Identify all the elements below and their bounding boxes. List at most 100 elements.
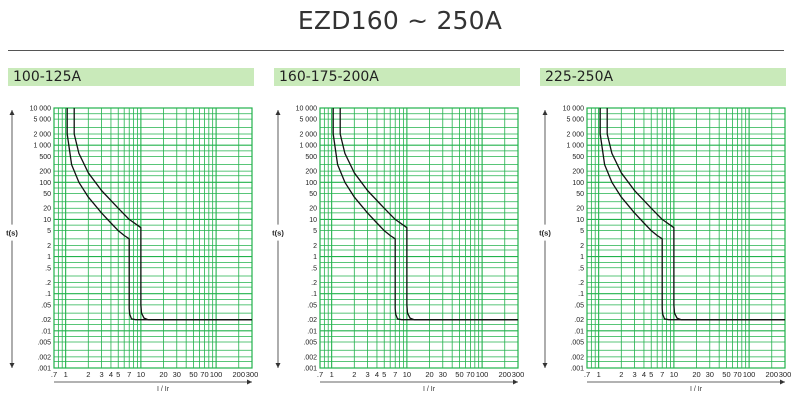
x-tick-label: 1 xyxy=(597,370,601,379)
panel-header-225-250a: 225-250A xyxy=(540,68,786,86)
y-tick-label: .001 xyxy=(570,366,584,373)
y-tick-label: 100 xyxy=(572,180,584,187)
curve-lower-bound xyxy=(599,108,785,321)
x-tick-label: 100 xyxy=(476,370,489,379)
y-tick-label: 500 xyxy=(572,154,584,161)
x-tick-label: 50 xyxy=(455,370,463,379)
x-tick-label: 70 xyxy=(733,370,741,379)
x-tick-label: 100 xyxy=(743,370,756,379)
x-axis-arrowhead xyxy=(513,379,518,385)
y-tick-label: .01 xyxy=(41,328,51,335)
y-axis-arrowhead-bottom xyxy=(542,363,548,368)
x-axis-arrowhead xyxy=(247,379,252,385)
y-tick-label: 100 xyxy=(305,180,317,187)
x-tick-label: 2 xyxy=(619,370,623,379)
x-tick-label: 300 xyxy=(779,370,792,379)
x-tick-label: 3 xyxy=(365,370,369,379)
y-tick-label: 1 000 xyxy=(299,143,317,150)
y-tick-label: .5 xyxy=(311,265,317,272)
y-tick-label: .05 xyxy=(307,302,317,309)
y-tick-label: .5 xyxy=(45,265,51,272)
x-tick-label: 200 xyxy=(765,370,778,379)
x-axis-label: I / Ir xyxy=(157,386,170,393)
y-axis-arrowhead-bottom xyxy=(9,363,15,368)
y-tick-label: .1 xyxy=(45,291,51,298)
y-tick-label: 1 000 xyxy=(566,143,584,150)
x-tick-label: 5 xyxy=(116,370,120,379)
y-tick-label: 5 000 xyxy=(33,117,51,124)
x-tick-label: 7 xyxy=(127,370,131,379)
x-tick-label: 1 xyxy=(64,370,68,379)
y-axis-arrowhead-top xyxy=(9,110,15,115)
y-label-bg xyxy=(5,224,19,241)
y-tick-label: 500 xyxy=(39,154,51,161)
x-tick-label: 20 xyxy=(692,370,700,379)
y-tick-label: 10 000 xyxy=(563,106,585,113)
x-tick-label: 30 xyxy=(439,370,447,379)
x-tick-label: 70 xyxy=(466,370,474,379)
x-tick-label: .7 xyxy=(51,370,57,379)
y-tick-label: 200 xyxy=(305,169,317,176)
y-tick-label: .1 xyxy=(311,291,317,298)
panel-header-100-125a: 100-125A xyxy=(8,68,254,86)
y-tick-label: 2 000 xyxy=(299,131,317,138)
y-tick-label: 2 xyxy=(313,243,317,250)
y-tick-label: .002 xyxy=(303,354,317,361)
y-tick-label: .001 xyxy=(303,366,317,373)
y-tick-label: 1 xyxy=(313,254,317,261)
plot-area xyxy=(586,107,786,369)
page-title: EZD160 ~ 250A xyxy=(297,6,503,35)
plot-area xyxy=(319,107,519,369)
x-tick-label: 300 xyxy=(246,370,259,379)
y-tick-label: 1 xyxy=(580,254,584,261)
y-tick-label: 1 xyxy=(47,254,51,261)
y-tick-label: 5 xyxy=(313,228,317,235)
x-tick-label: 4 xyxy=(642,370,646,379)
y-tick-label: 20 xyxy=(43,206,51,213)
y-axis-arrowhead-top xyxy=(275,110,281,115)
x-axis-label: I / Ir xyxy=(423,386,436,393)
y-tick-label: .2 xyxy=(578,280,584,287)
y-tick-label: 50 xyxy=(43,191,51,198)
y-tick-label: .2 xyxy=(311,280,317,287)
y-tick-label: 100 xyxy=(39,180,51,187)
y-axis-arrowhead-top xyxy=(542,110,548,115)
y-tick-label: 20 xyxy=(576,206,584,213)
y-axis-label: t(s) xyxy=(272,229,284,238)
y-tick-label: .01 xyxy=(307,328,317,335)
y-tick-label: .5 xyxy=(578,265,584,272)
y-tick-label: 2 xyxy=(47,243,51,250)
x-tick-label: 10 xyxy=(137,370,145,379)
y-tick-label: .05 xyxy=(41,302,51,309)
x-tick-label: 5 xyxy=(649,370,653,379)
x-tick-label: 4 xyxy=(109,370,113,379)
x-tick-label: 7 xyxy=(393,370,397,379)
curve-lower-bound xyxy=(332,108,518,321)
x-tick-label: 100 xyxy=(210,370,223,379)
x-tick-label: 70 xyxy=(200,370,208,379)
y-tick-label: 5 000 xyxy=(566,117,584,124)
x-tick-label: 200 xyxy=(232,370,245,379)
y-tick-label: 10 xyxy=(309,217,317,224)
curve-lower-bound xyxy=(66,108,252,321)
y-tick-label: .1 xyxy=(578,291,584,298)
x-tick-label: .7 xyxy=(317,370,323,379)
x-tick-label: 300 xyxy=(512,370,525,379)
y-tick-label: 2 000 xyxy=(33,131,51,138)
x-tick-label: 30 xyxy=(173,370,181,379)
y-tick-label: .02 xyxy=(574,317,584,324)
y-tick-label: 10 000 xyxy=(296,106,318,113)
y-tick-label: 2 xyxy=(580,243,584,250)
y-axis-label: t(s) xyxy=(6,229,18,238)
x-tick-label: .7 xyxy=(584,370,590,379)
y-tick-label: 5 xyxy=(47,228,51,235)
y-tick-label: 5 000 xyxy=(299,117,317,124)
x-tick-label: 2 xyxy=(86,370,90,379)
x-tick-label: 3 xyxy=(632,370,636,379)
y-tick-label: 10 xyxy=(576,217,584,224)
y-tick-label: .001 xyxy=(37,366,51,373)
x-tick-label: 2 xyxy=(352,370,356,379)
y-tick-label: .005 xyxy=(570,340,584,347)
title-divider xyxy=(8,50,784,51)
x-tick-label: 30 xyxy=(706,370,714,379)
